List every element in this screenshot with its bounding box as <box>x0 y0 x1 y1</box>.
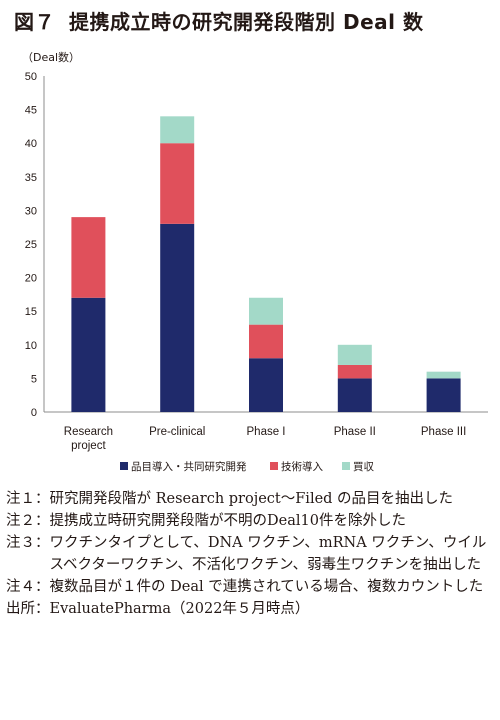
y-tick-label: 20 <box>25 273 37 285</box>
source-note: 出所： EvaluatePharma（2022年５月時点） <box>6 598 496 620</box>
figure-title: 図７ 提携成立時の研究開発段階別 Deal 数 <box>14 6 494 35</box>
legend-label: 買収 <box>353 461 374 473</box>
figure-number: 図７ <box>14 10 55 34</box>
bar-segment <box>71 297 106 412</box>
legend-swatch <box>120 462 128 470</box>
legend-label: 品目導入・共同研究開発 <box>131 460 247 473</box>
note-label: 注１： <box>6 491 50 507</box>
bar-segment <box>249 324 283 359</box>
note-text: 複数品目が１件の Deal で連携されている場合、複数カウントした <box>49 579 484 595</box>
note-4: 注４： 複数品目が１件の Deal で連携されている場合、複数カウントした <box>6 576 496 598</box>
bar-segment <box>71 217 106 298</box>
source-text: EvaluatePharma（2022年５月時点） <box>49 601 310 617</box>
y-tick-label: 15 <box>25 306 37 318</box>
source-label: 出所： <box>6 601 50 617</box>
note-text: 研究開発段階が Research project～Filed の品目を抽出した <box>49 491 454 507</box>
y-tick-label: 35 <box>25 172 37 184</box>
y-tick-label: 45 <box>25 105 37 117</box>
bar-segment <box>160 223 195 412</box>
legend-label: 技術導入 <box>281 460 323 473</box>
x-tick-label: Phase III <box>421 426 466 438</box>
figure-title-text: 提携成立時の研究開発段階別 Deal 数 <box>69 10 424 34</box>
y-tick-label: 25 <box>25 239 37 251</box>
bar-segment <box>337 344 372 365</box>
y-unit-label: （Deal数） <box>22 51 80 64</box>
y-tick-label: 0 <box>31 407 37 419</box>
legend-swatch <box>342 462 350 470</box>
bar-segment <box>249 358 283 412</box>
bar-segment <box>160 143 195 224</box>
bar-segment <box>426 371 461 379</box>
note-label: 注４： <box>6 579 50 595</box>
bar-segment <box>160 116 195 144</box>
bar-segment <box>337 378 372 412</box>
note-2: 注２： 提携成立時研究開発段階が不明のDeal10件を除外した <box>6 510 496 532</box>
note-text: ワクチンタイプとして、DNA ワクチン、mRNA ワクチン、ウイルスベクターワク… <box>49 535 487 573</box>
note-1: 注１： 研究開発段階が Research project～Filed の品目を抽… <box>6 488 496 510</box>
y-tick-label: 50 <box>25 71 37 83</box>
note-label: 注３： <box>6 535 50 551</box>
legend-swatch <box>270 462 278 470</box>
y-tick-label: 10 <box>25 340 37 352</box>
note-text: 提携成立時研究開発段階が不明のDeal10件を除外した <box>49 513 406 529</box>
y-tick-label: 5 <box>31 373 37 385</box>
x-tick-label: Phase I <box>247 426 286 438</box>
note-3: 注３： ワクチンタイプとして、DNA ワクチン、mRNA ワクチン、ウイルスベク… <box>6 532 496 576</box>
bar-segment <box>426 378 461 412</box>
x-tick-label: project <box>71 440 106 452</box>
y-tick-label: 40 <box>25 138 37 150</box>
bar-segment <box>337 364 372 379</box>
y-tick-label: 30 <box>25 205 37 217</box>
note-label: 注２： <box>6 513 50 529</box>
notes: 注１： 研究開発段階が Research project～Filed の品目を抽… <box>6 488 496 620</box>
x-tick-label: Research <box>64 426 113 438</box>
bar-segment <box>249 297 283 325</box>
x-tick-label: Phase II <box>334 426 376 438</box>
stacked-bar-chart: （Deal数） 0 5 10 15 20 25 30 35 40 45 50 Research proje… <box>22 51 488 473</box>
x-tick-label: Pre-clinical <box>149 426 205 438</box>
